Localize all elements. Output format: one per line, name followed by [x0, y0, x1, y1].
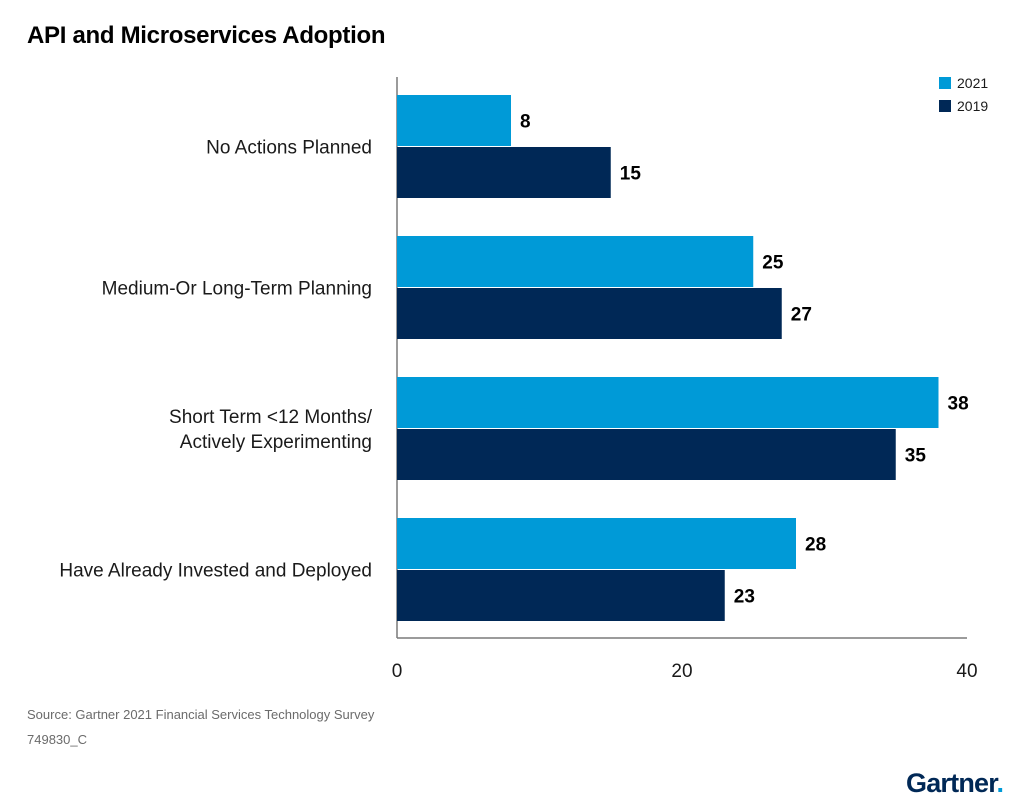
value-label: 8	[520, 112, 531, 133]
category-label-line: Actively Experimenting	[180, 432, 372, 453]
category-label-line: Have Already Invested and Deployed	[59, 561, 372, 582]
chart-title: API and Microservices Adoption	[27, 22, 386, 49]
value-label: 38	[948, 394, 969, 415]
value-label: 25	[762, 253, 784, 274]
category-label-line: No Actions Planned	[206, 138, 372, 159]
category-label: Have Already Invested and Deployed	[59, 561, 372, 582]
logo-dot: .	[996, 768, 1004, 798]
category-label: Short Term <12 Months/Actively Experimen…	[169, 407, 373, 453]
value-label: 23	[734, 587, 755, 608]
category-label: Medium-Or Long-Term Planning	[102, 279, 372, 300]
x-tick-label: 20	[671, 661, 692, 682]
bar-2021	[397, 236, 754, 287]
bar-2019	[397, 147, 611, 198]
gartner-logo: Gartner.	[906, 768, 1004, 799]
legend-swatch-2019	[939, 100, 951, 112]
value-label: 35	[905, 446, 927, 467]
legend-label: 2021	[957, 75, 988, 91]
bar-2019	[397, 429, 896, 480]
bar-2021	[397, 518, 796, 569]
category-label-line: Medium-Or Long-Term Planning	[102, 279, 372, 300]
logo-text: Gartner	[906, 768, 997, 798]
bar-2021	[397, 377, 939, 428]
x-tick-label: 40	[956, 661, 977, 682]
x-tick-label: 0	[392, 661, 403, 682]
bar-chart: 0 20 40 No Actions Planned 8 15 Medium-Or Long…	[59, 75, 988, 682]
legend-label: 2019	[957, 98, 988, 114]
category-label-line: Short Term <12 Months/	[169, 407, 373, 428]
figure-code: 749830_C	[27, 732, 87, 747]
category-label: No Actions Planned	[206, 138, 372, 159]
value-label: 27	[791, 305, 812, 326]
bar-2019	[397, 570, 725, 621]
value-label: 15	[620, 164, 642, 185]
bar-2019	[397, 288, 782, 339]
source-note: Source: Gartner 2021 Financial Services …	[27, 707, 375, 722]
value-label: 28	[805, 535, 826, 556]
bar-2021	[397, 95, 511, 146]
legend-swatch-2021	[939, 77, 951, 89]
